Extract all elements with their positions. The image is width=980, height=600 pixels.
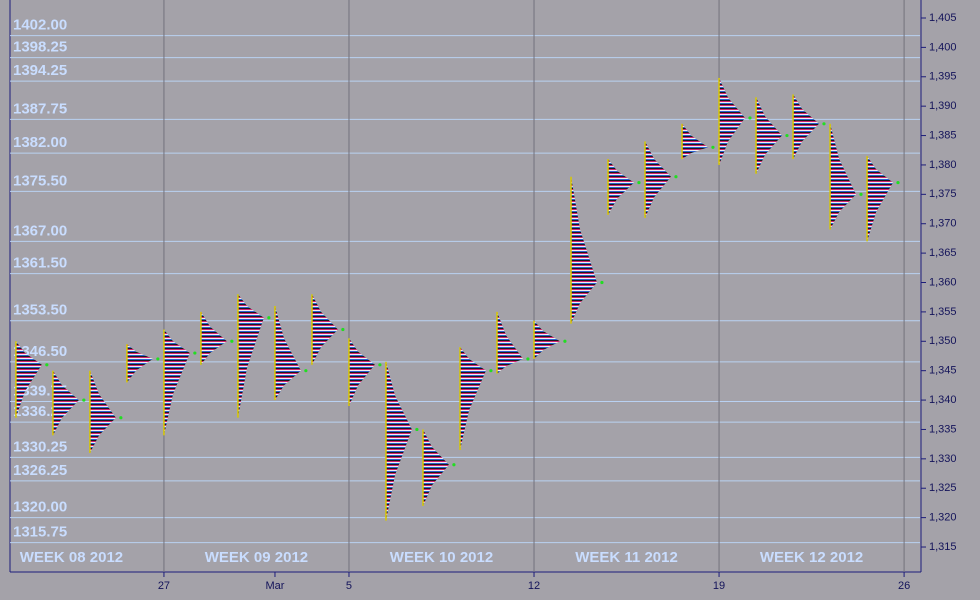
day-profile xyxy=(608,159,634,215)
level-label: 1398.25 xyxy=(13,39,67,56)
day-profile xyxy=(719,77,745,165)
level-label: 1367.00 xyxy=(13,222,67,239)
day-profile xyxy=(89,370,116,453)
day-profile xyxy=(274,306,301,401)
day-profile xyxy=(237,294,264,418)
poc-dot xyxy=(378,363,382,367)
y-tick-label: 1,350 xyxy=(929,335,957,347)
x-tick-label: Mar xyxy=(265,580,284,592)
y-tick-label: 1,390 xyxy=(929,100,957,112)
poc-dot xyxy=(748,116,752,120)
x-tick-label: 27 xyxy=(158,580,170,592)
day-profile xyxy=(200,311,227,365)
level-label: 1326.25 xyxy=(13,462,67,479)
day-profile xyxy=(867,156,893,242)
week-label: WEEK 11 2012 xyxy=(575,549,678,566)
poc-dot xyxy=(785,133,789,138)
level-label: 1320.00 xyxy=(13,499,67,516)
day-profile xyxy=(682,123,708,160)
y-tick-label: 1,365 xyxy=(929,247,957,259)
y-tick-label: 1,320 xyxy=(929,512,957,524)
poc-dot xyxy=(674,175,678,179)
poc-dot xyxy=(452,463,456,467)
week-label: WEEK 09 2012 xyxy=(205,549,308,566)
day-profile xyxy=(311,294,338,365)
poc-dot xyxy=(267,316,271,320)
week-label: WEEK 12 2012 xyxy=(760,549,863,566)
poc-dot xyxy=(600,280,604,285)
week-label: WEEK 10 2012 xyxy=(390,549,493,566)
y-tick-label: 1,340 xyxy=(929,394,957,406)
poc-dot xyxy=(711,145,715,149)
day-profile xyxy=(793,94,819,160)
y-tick-label: 1,375 xyxy=(929,188,957,200)
x-tick-label: 26 xyxy=(898,580,910,592)
y-tick-label: 1,345 xyxy=(929,365,957,377)
y-tick-label: 1,400 xyxy=(929,41,957,53)
day-profile xyxy=(497,311,523,374)
day-profile xyxy=(460,347,486,451)
day-profile xyxy=(571,176,597,324)
level-label: 1375.50 xyxy=(13,172,67,189)
plot-area xyxy=(10,0,920,572)
day-profile xyxy=(385,361,412,521)
x-tick-label: 19 xyxy=(713,580,725,592)
day-profile xyxy=(645,141,671,218)
day-profile xyxy=(15,341,42,418)
y-tick-label: 1,385 xyxy=(929,129,957,141)
day-profile xyxy=(163,329,190,436)
y-tick-label: 1,335 xyxy=(929,423,957,435)
day-profile xyxy=(830,123,856,230)
day-profile xyxy=(348,338,375,406)
level-label: 1387.75 xyxy=(13,100,67,117)
poc-dot xyxy=(563,339,567,343)
level-label: 1382.00 xyxy=(13,134,67,151)
week-label: WEEK 08 2012 xyxy=(20,549,123,566)
level-label: 1315.75 xyxy=(13,524,67,541)
day-profile xyxy=(422,429,449,506)
poc-dot xyxy=(230,339,234,343)
day-profile xyxy=(52,370,79,436)
y-tick-label: 1,355 xyxy=(929,306,957,318)
poc-dot xyxy=(119,416,123,420)
poc-dot xyxy=(82,398,86,402)
level-label: 1330.25 xyxy=(13,438,67,455)
day-profile xyxy=(756,97,782,174)
y-tick-label: 1,315 xyxy=(929,541,957,553)
level-label: 1394.25 xyxy=(13,62,67,79)
level-label: 1361.50 xyxy=(13,255,67,272)
poc-dot xyxy=(822,122,826,126)
poc-dot xyxy=(45,363,49,367)
day-profile xyxy=(126,344,153,383)
poc-dot xyxy=(859,192,863,196)
poc-dot xyxy=(489,369,493,373)
poc-dot xyxy=(341,327,345,332)
poc-dot xyxy=(896,180,900,185)
poc-dot xyxy=(526,357,530,361)
poc-dot xyxy=(637,180,641,185)
x-tick-label: 12 xyxy=(528,580,540,592)
day-profile xyxy=(534,320,560,359)
y-tick-label: 1,370 xyxy=(929,218,957,230)
poc-dot xyxy=(193,351,197,355)
y-tick-label: 1,330 xyxy=(929,453,957,465)
y-tick-label: 1,395 xyxy=(929,71,957,83)
level-label: 1402.00 xyxy=(13,17,67,34)
y-tick-label: 1,360 xyxy=(929,276,957,288)
poc-dot xyxy=(156,357,160,361)
poc-dot xyxy=(415,427,419,432)
y-tick-label: 1,380 xyxy=(929,159,957,171)
x-tick-label: 5 xyxy=(346,580,352,592)
level-label: 1353.50 xyxy=(13,302,67,319)
y-tick-label: 1,405 xyxy=(929,12,957,24)
poc-dot xyxy=(304,369,308,373)
y-tick-label: 1,325 xyxy=(929,482,957,494)
